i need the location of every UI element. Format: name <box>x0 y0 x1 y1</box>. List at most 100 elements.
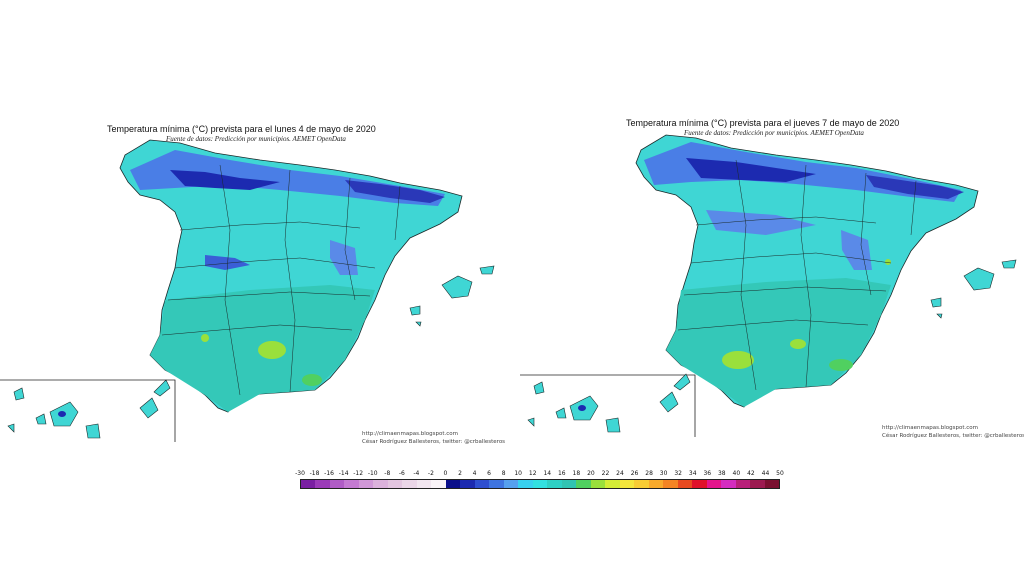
legend-label: 8 <box>501 470 506 477</box>
north-coldest <box>170 170 280 190</box>
legend-swatch <box>358 480 374 488</box>
legend-swatch <box>301 480 316 488</box>
temperature-map <box>0 139 495 442</box>
legend-label: 0 <box>443 470 448 477</box>
legend-label: 36 <box>703 470 712 477</box>
credit: http://climaenmapas.blogspot.com César R… <box>882 424 1024 440</box>
credit: http://climaenmapas.blogspot.com César R… <box>362 430 505 446</box>
legend-swatch <box>532 480 548 488</box>
legend-label: 44 <box>761 470 770 477</box>
legend-label: -12 <box>353 470 364 477</box>
legend-swatch <box>402 480 417 488</box>
warm-spot-granada <box>790 339 806 349</box>
warm-spot-sevilla <box>201 334 209 342</box>
map-subtitle: Fuente de datos: Predicción por municipi… <box>166 135 346 143</box>
mallorca <box>441 275 473 299</box>
legend-swatch <box>373 480 388 488</box>
legend-swatch <box>663 480 678 488</box>
legend-swatch <box>735 480 751 488</box>
legend-swatch <box>547 480 562 488</box>
warm-spot-sevilla <box>722 351 754 369</box>
warm-spot-almeria <box>829 359 853 371</box>
legend-swatch <box>344 480 359 488</box>
canary-islands <box>527 373 691 433</box>
map-panel-jueves: Temperatura mínima (°C) prevista para el… <box>516 0 1024 460</box>
legend-label: 16 <box>557 470 566 477</box>
legend-swatch <box>677 480 693 488</box>
legend-swatch <box>416 480 432 488</box>
formentera <box>415 321 422 327</box>
legend-label: -6 <box>398 470 405 477</box>
legend-label: 24 <box>616 470 624 477</box>
legend-label: -2 <box>427 470 434 477</box>
iberian-cold <box>330 240 358 275</box>
legend-swatch <box>605 480 620 488</box>
legend-swatch <box>474 480 490 488</box>
legend-label: 50 <box>776 470 784 477</box>
teide-cold <box>578 405 586 411</box>
legend-label: 42 <box>747 470 755 477</box>
legend-label: -4 <box>413 470 420 477</box>
province-borders <box>161 164 401 396</box>
legend-label: 26 <box>630 470 639 477</box>
credit-author: César Rodríguez Ballesteros, twitter: @c… <box>882 433 1024 439</box>
legend-color-bar <box>300 479 780 489</box>
legend-swatch <box>692 480 707 488</box>
legend-swatch <box>503 480 519 488</box>
legend-swatch <box>329 480 345 488</box>
north-coldest <box>686 158 816 182</box>
legend-label: 12 <box>528 470 537 477</box>
legend-label: 18 <box>572 470 581 477</box>
legend-label: -8 <box>384 470 391 477</box>
legend-swatch <box>648 480 664 488</box>
map-panel-lunes: Temperatura mínima (°C) prevista para el… <box>0 0 512 460</box>
legend-label: 14 <box>543 470 552 477</box>
legend-swatch <box>431 480 446 488</box>
map-title: Temperatura mínima (°C) prevista para el… <box>626 118 900 128</box>
legend-label: 34 <box>688 470 697 477</box>
province-borders <box>677 159 917 391</box>
legend-label: 20 <box>587 470 595 477</box>
legend-swatch <box>518 480 533 488</box>
legend-swatch <box>445 480 461 488</box>
canary-inset-frame <box>0 379 176 442</box>
credit-author: César Rodríguez Ballesteros, twitter: @c… <box>362 439 506 445</box>
credit-url: http://climaenmapas.blogspot.com <box>882 425 978 431</box>
legend-label: 2 <box>458 470 462 477</box>
legend-swatch <box>576 480 591 488</box>
pyrenees-cold <box>866 175 964 199</box>
menorca <box>1001 259 1017 269</box>
legend-label: 40 <box>732 470 741 477</box>
south-zone <box>666 278 891 407</box>
legend-swatch <box>590 480 606 488</box>
canary-islands <box>7 379 171 439</box>
mallorca <box>963 267 995 291</box>
center-cool <box>706 210 816 235</box>
map-title: Temperatura mínima (°C) prevista para el… <box>107 124 376 134</box>
map-subtitle: Fuente de datos: Predicción por municipi… <box>684 129 864 137</box>
teide-cold <box>58 411 66 417</box>
legend-swatch <box>387 480 403 488</box>
warm-spot-almeria <box>302 374 322 386</box>
legend-swatch <box>750 480 765 488</box>
temperature-legend: -30 -18 -16 -14 -12 -10 -8 -6 -4 -2 0 2 4 6 8 10 12 14 16 1… <box>295 470 784 490</box>
legend-swatch <box>764 480 779 488</box>
canary-inset-frame <box>520 374 696 437</box>
temperature-map <box>520 134 1017 437</box>
legend-label: 30 <box>659 470 668 477</box>
legend-swatch <box>315 480 330 488</box>
legend-label: 6 <box>487 470 491 477</box>
warm-spot-granada <box>258 341 286 359</box>
ibiza <box>409 305 421 316</box>
legend-swatch <box>706 480 722 488</box>
warm-spot-levante <box>885 259 891 265</box>
formentera <box>936 313 943 319</box>
legend-swatch <box>460 480 475 488</box>
legend-label: 32 <box>674 470 682 477</box>
legend-label: 38 <box>717 470 726 477</box>
menorca <box>479 265 495 275</box>
legend-label: 22 <box>601 470 610 477</box>
legend-label: 10 <box>514 470 522 477</box>
legend-label: 4 <box>472 470 477 477</box>
legend-label: -14 <box>338 470 349 477</box>
